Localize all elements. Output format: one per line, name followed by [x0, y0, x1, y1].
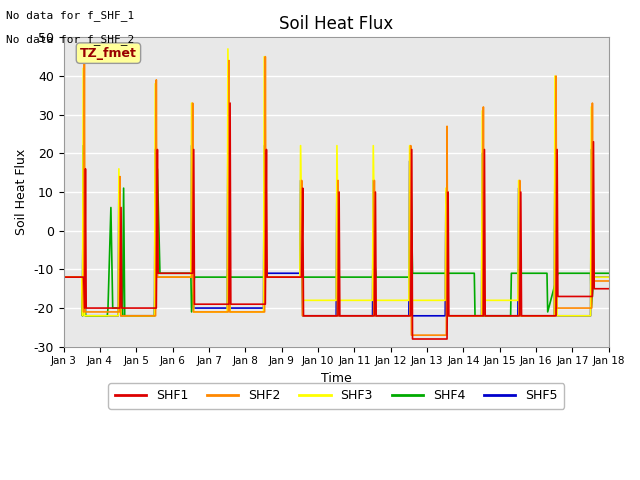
SHF3: [60, 274, 67, 280]
SHF1: [335, 189, 343, 195]
SHF1: [407, 313, 415, 319]
SHF3: [115, 313, 122, 319]
SHF5: [115, 185, 123, 191]
SHF2: [334, 178, 342, 183]
SHF3: [551, 73, 559, 79]
SHF3: [605, 274, 612, 280]
Text: No data for f_SHF_2: No data for f_SHF_2: [6, 34, 134, 45]
SHF4: [568, 270, 576, 276]
Line: SHF5: SHF5: [63, 145, 609, 316]
Title: Soil Heat Flux: Soil Heat Flux: [279, 15, 394, 33]
SHF2: [169, 274, 177, 280]
SHF5: [79, 143, 87, 148]
SHF5: [335, 313, 343, 319]
X-axis label: Time: Time: [321, 372, 351, 385]
SHF4: [79, 143, 87, 148]
SHF2: [406, 313, 414, 319]
SHF3: [169, 274, 177, 280]
SHF4: [409, 270, 417, 276]
SHF1: [554, 146, 561, 152]
Legend: SHF1, SHF2, SHF3, SHF4, SHF5: SHF1, SHF2, SHF3, SHF4, SHF5: [108, 383, 564, 408]
SHF2: [60, 274, 67, 280]
Line: SHF3: SHF3: [63, 49, 609, 316]
SHF4: [496, 313, 504, 319]
SHF5: [79, 313, 86, 319]
SHF5: [223, 305, 231, 311]
SHF2: [552, 73, 560, 79]
SHF1: [191, 301, 198, 307]
SHF3: [406, 143, 413, 148]
SHF5: [187, 274, 195, 280]
SHF1: [96, 305, 104, 311]
Text: TZ_fmet: TZ_fmet: [80, 47, 137, 60]
SHF1: [409, 336, 417, 342]
SHF1: [605, 286, 612, 292]
Line: SHF4: SHF4: [63, 145, 609, 316]
Text: No data for f_SHF_1: No data for f_SHF_1: [6, 10, 134, 21]
SHF2: [205, 309, 213, 315]
SHF3: [205, 309, 213, 315]
Line: SHF1: SHF1: [63, 103, 609, 339]
SHF2: [115, 309, 123, 315]
SHF3: [79, 313, 86, 319]
SHF4: [544, 309, 552, 315]
Line: SHF2: SHF2: [63, 57, 609, 335]
SHF1: [60, 274, 67, 280]
SHF5: [60, 274, 67, 280]
SHF4: [554, 270, 562, 276]
SHF4: [605, 270, 612, 276]
SHF3: [224, 46, 232, 52]
SHF5: [605, 274, 612, 280]
SHF1: [154, 270, 162, 276]
SHF5: [551, 151, 559, 156]
SHF1: [227, 100, 234, 106]
SHF2: [605, 278, 612, 284]
SHF4: [60, 274, 67, 280]
Y-axis label: Soil Heat Flux: Soil Heat Flux: [15, 149, 28, 235]
SHF4: [443, 270, 451, 276]
SHF2: [408, 332, 415, 338]
SHF3: [335, 298, 343, 303]
SHF4: [79, 313, 86, 319]
SHF2: [81, 54, 88, 60]
SHF5: [406, 158, 413, 164]
